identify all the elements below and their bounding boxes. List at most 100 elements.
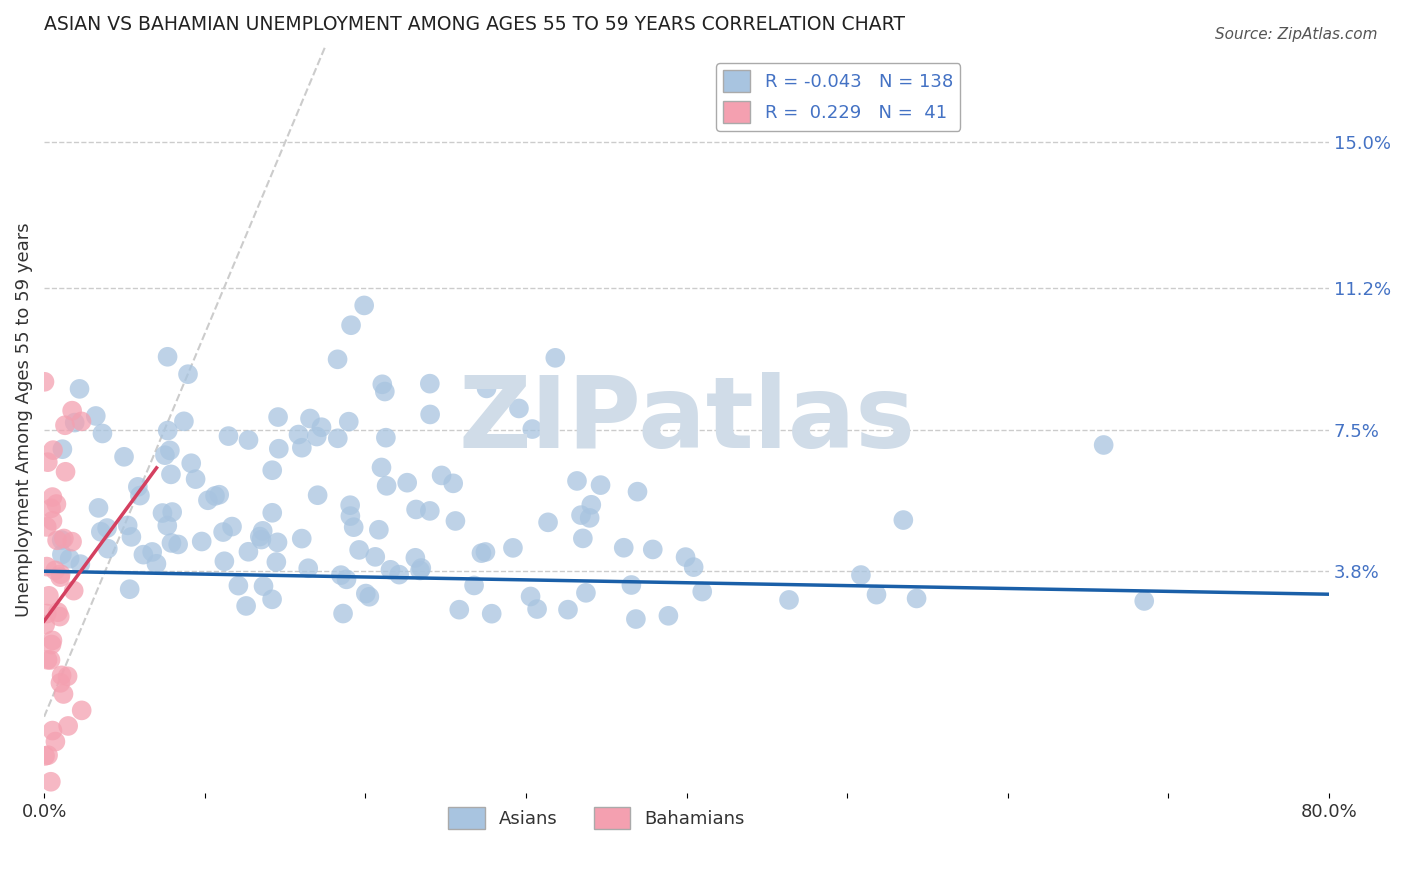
Point [87,500,110,515]
Point [409,564,432,578]
Point [557,602,579,616]
Point [307,488,329,502]
Point [238,545,260,559]
Point [374,431,396,445]
Point [37,748,59,763]
Point [70,703,93,717]
Point [335,572,357,586]
Point [444,514,467,528]
Point [55,465,77,479]
Point [575,586,598,600]
Point [353,298,375,312]
Point [37,653,59,667]
Point [167,537,190,551]
Point [173,414,195,428]
Point [405,502,427,516]
Point [657,608,679,623]
Point [419,376,441,391]
Point [626,484,648,499]
Point [34,748,56,763]
Point [474,545,496,559]
Point [250,533,273,547]
Point [44,734,66,748]
Point [267,442,290,456]
Point [291,441,314,455]
Point [132,548,155,562]
Point [141,545,163,559]
Point [52,687,75,701]
Point [380,563,402,577]
Point [578,511,600,525]
Point [371,377,394,392]
Point [298,411,321,425]
Point [565,474,588,488]
Point [311,420,333,434]
Point [329,568,352,582]
Point [343,520,366,534]
Point [51,442,73,457]
Point [41,723,63,738]
Point [48,609,70,624]
Point [359,590,381,604]
Point [39,774,62,789]
Point [45,497,67,511]
Point [544,351,567,365]
Point [430,468,453,483]
Point [120,530,142,544]
Point [374,384,396,399]
Point [481,607,503,621]
Point [388,567,411,582]
Point [262,463,284,477]
Point [522,422,544,436]
Point [367,523,389,537]
Point [41,490,63,504]
Point [34,375,56,389]
Point [347,542,370,557]
Point [41,638,63,652]
Point [212,524,235,539]
Point [339,498,361,512]
Point [375,479,398,493]
Point [419,408,441,422]
Point [49,676,72,690]
Point [127,480,149,494]
Point [238,433,260,447]
Point [221,519,243,533]
Point [35,559,58,574]
Point [620,578,643,592]
Point [262,506,284,520]
Point [396,475,419,490]
Point [613,541,636,555]
Point [354,586,377,600]
Point [160,505,183,519]
Point [34,617,56,632]
Point [51,668,73,682]
Point [891,513,914,527]
Point [51,533,73,547]
Point [90,524,112,539]
Y-axis label: Unemployment Among Ages 55 to 59 years: Unemployment Among Ages 55 to 59 years [15,223,32,617]
Point [463,578,485,592]
Point [502,541,524,555]
Point [340,318,363,333]
Point [682,560,704,574]
Point [475,381,498,395]
Point [152,506,174,520]
Point [214,554,236,568]
Point [266,535,288,549]
Point [305,429,328,443]
Point [49,570,72,584]
Point [266,555,288,569]
Point [675,550,697,565]
Point [160,467,183,482]
Point [537,516,560,530]
Point [581,498,603,512]
Point [117,518,139,533]
Point [53,418,76,433]
Point [56,669,79,683]
Point [129,489,152,503]
Point [44,563,66,577]
Point [39,501,62,516]
Point [41,633,63,648]
Point [849,568,872,582]
